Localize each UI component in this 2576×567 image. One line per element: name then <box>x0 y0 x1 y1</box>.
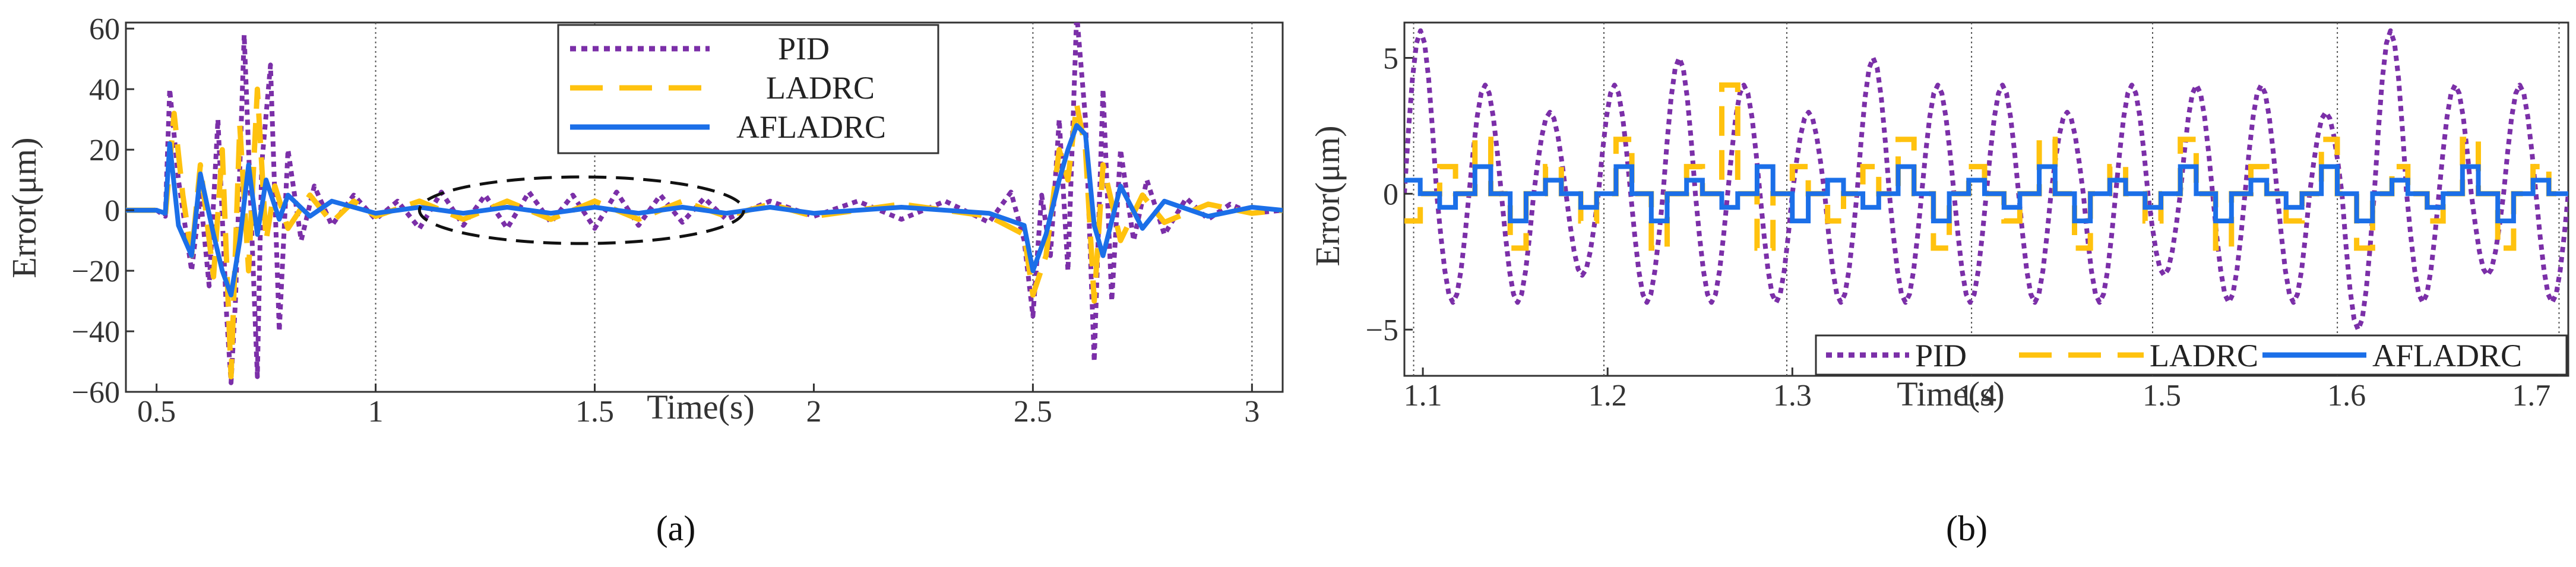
x-tick-label: 3 <box>1244 395 1259 429</box>
y-tick-label: 60 <box>89 12 120 46</box>
x-tick-label: 0.5 <box>137 395 176 429</box>
annotation-ellipse-a <box>417 175 745 245</box>
y-tick-label: 5 <box>1383 42 1398 76</box>
x-tick-label: 2.5 <box>1014 395 1052 429</box>
y-axis-label-a: Error(μm) <box>5 137 43 278</box>
x-tick-label: 2 <box>806 395 821 429</box>
y-axis-label-b: Error(μm) <box>1308 125 1347 266</box>
legend-a-pid-label: PID <box>778 31 830 66</box>
legend-b: PID LADRC AFLADRC <box>1815 334 2568 376</box>
y-tick-label: 20 <box>89 134 120 167</box>
x-tick-label: 1.7 <box>2512 379 2550 413</box>
legend-b-pid-label: PID <box>1915 338 1967 373</box>
legend-b-afladrc-label: AFLADRC <box>2372 338 2522 373</box>
series-line-a-pid <box>126 23 1283 385</box>
legend-a-ladrc-label: LADRC <box>766 70 875 106</box>
x-tick-label: 1 <box>368 395 384 429</box>
y-tick-label: 0 <box>1383 178 1398 211</box>
y-tick-label: −20 <box>72 255 120 289</box>
x-tick-label: 1.4 <box>1958 379 1996 413</box>
series-line-a-ladrc <box>126 86 1283 379</box>
chart-panel-a: 0.5 1 1.5 2 2.5 3 −60 −40 −20 0 20 40 60 Time(s) Er… <box>5 12 1284 548</box>
legend-box-b <box>1815 334 2568 376</box>
x-tick-label: 1.1 <box>1404 379 1442 413</box>
y-tick-label: −60 <box>72 376 120 410</box>
y-tick-label: 0 <box>105 194 120 228</box>
x-tick-label: 1.3 <box>1773 379 1812 413</box>
x-tick-label: 1.2 <box>1588 379 1627 413</box>
x-axis-label-a: Time(s) <box>647 388 755 426</box>
y-tick-label: −5 <box>1366 313 1398 347</box>
y-tick-label: −40 <box>72 315 120 349</box>
x-axis-label-b: Time(s) <box>1897 375 2005 413</box>
series-line-a-afladrc <box>126 123 1283 297</box>
x-tick-label: 1.5 <box>575 395 614 429</box>
series-line-b-afladrc <box>1404 164 2568 224</box>
x-tick-label: 1.5 <box>2143 379 2181 413</box>
legend-a: PID LADRC AFLADRC <box>557 24 939 154</box>
legend-b-ladrc-label: LADRC <box>2150 338 2258 373</box>
legend-a-afladrc-label: AFLADRC <box>736 109 886 145</box>
y-tick-label: 40 <box>89 73 120 107</box>
x-tick-label: 1.6 <box>2327 379 2366 413</box>
chart-panel-b: 1.1 1.2 1.3 1.4 1.5 1.6 1.7 −5 0 5 Time(s) Error… <box>1308 21 2569 548</box>
caption-b: (b) <box>1946 509 1988 548</box>
caption-a: (a) <box>656 509 696 548</box>
